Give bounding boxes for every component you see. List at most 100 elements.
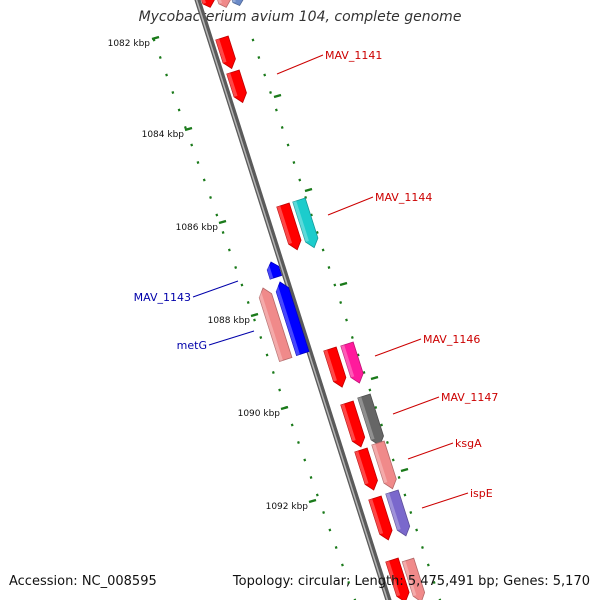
right-tick-track-tick: [362, 371, 366, 374]
gene-red-bottom: [385, 557, 410, 600]
right-tick-track-tick: [251, 38, 255, 42]
gene-red-a-body: [215, 35, 236, 70]
right-tick-track-tick: [298, 178, 302, 182]
gene-MAV_1147-body: [357, 393, 384, 447]
leader-MAV_1146: [374, 338, 422, 357]
left-tick-track-tick: [240, 283, 244, 287]
gene-red-b-highlight: [276, 205, 293, 245]
leader-MAV_1141: [276, 54, 324, 75]
right-tick-track-tick: [310, 213, 313, 217]
left-tick-track-tick: [234, 266, 238, 269]
gene-ksgA: [371, 440, 397, 490]
topology-summary: Topology: circular; Length: 5,475,491 bp…: [232, 574, 590, 589]
gene-label-ksgA[interactable]: ksgA: [455, 437, 482, 450]
gene-red-top-body: [201, 0, 215, 8]
gene-label-metG[interactable]: metG: [177, 339, 207, 352]
gene-MAV_1143-body: [266, 261, 283, 280]
left-tick-track-tick: [328, 528, 332, 532]
right-tick-track-tick: [374, 406, 378, 409]
major-tick: [184, 126, 193, 132]
right-tick-track-tick: [409, 511, 413, 514]
gene-MAV_1141: [226, 69, 247, 104]
gene-red-b: [276, 202, 302, 251]
gene-MAV_1143: [265, 261, 283, 280]
gene-label-MAV_1146[interactable]: MAV_1146: [423, 333, 480, 346]
gene-MAV_1144-highlight: [292, 200, 309, 242]
gene-MAV_1147: [357, 393, 384, 447]
gene-red-a: [215, 35, 236, 70]
left-tick-track-tick: [190, 143, 194, 147]
left-tick-track-tick: [183, 126, 187, 129]
gene-track: [201, 0, 426, 600]
gene-metG: [273, 281, 310, 356]
gene-red-top: [201, 0, 215, 8]
gene-ksgA-highlight: [371, 443, 388, 484]
major-tick: [370, 375, 379, 381]
leader-ispE: [421, 492, 469, 509]
left-tick-track-tick: [278, 388, 282, 392]
left-tick-track-tick: [334, 546, 338, 549]
kbp-label-1088: 1088 kbp: [208, 316, 251, 326]
major-tick: [218, 219, 227, 225]
major-tick: [250, 312, 259, 318]
gene-pink-rev: [256, 287, 293, 362]
kbp-label-1086: 1086 kbp: [176, 223, 219, 233]
right-tick-track-tick: [339, 301, 343, 304]
gene-ksgA-body: [371, 440, 397, 490]
major-tick: [400, 467, 409, 473]
gene-ispE: [385, 489, 411, 537]
gene-pink-top-body: [217, 0, 231, 8]
left-tick-track-tick: [202, 178, 206, 182]
gene-red-f: [368, 495, 393, 541]
right-tick-track-tick: [391, 458, 395, 462]
gene-red-bottom-body: [385, 557, 410, 600]
gene-red-c-highlight: [323, 349, 337, 382]
right-tick-track-tick: [380, 423, 383, 427]
left-tick-track-tick: [297, 441, 300, 444]
major-tick: [308, 498, 317, 504]
gene-label-MAV_1147[interactable]: MAV_1147: [441, 391, 498, 404]
right-tick-track-tick: [403, 493, 407, 497]
major-tick: [339, 281, 348, 287]
left-tick-track-tick: [246, 301, 250, 304]
gene-label-MAV_1143[interactable]: MAV_1143: [134, 291, 191, 304]
gene-MAV_1141-highlight: [226, 72, 238, 97]
right-tick-track-tick: [415, 528, 419, 532]
right-tick-track-tick: [263, 73, 267, 77]
tick-track: [151, 35, 442, 600]
major-tick: [273, 93, 282, 99]
gene-red-bottom-highlight: [385, 560, 401, 597]
gene-label-ispE[interactable]: ispE: [470, 487, 493, 500]
left-tick-track-tick: [177, 108, 181, 112]
left-tick-track-tick: [353, 598, 357, 600]
gene-label-MAV_1144[interactable]: MAV_1144: [375, 191, 432, 204]
right-tick-track-tick: [327, 266, 331, 269]
gene-red-d-body: [340, 400, 366, 448]
gene-label-MAV_1141[interactable]: MAV_1141: [325, 49, 382, 62]
right-tick-track-tick: [350, 336, 354, 339]
gene-red-e-highlight: [354, 450, 369, 485]
accession-label: Accession: NC_008595: [9, 574, 157, 589]
gene-red-a-highlight: [215, 38, 227, 63]
gene-red-top-highlight: [201, 0, 206, 4]
major-tick: [304, 187, 313, 193]
gene-pink-rev-body: [258, 287, 293, 362]
gene-pink-top: [217, 0, 231, 8]
label-leader-lines: [192, 54, 469, 509]
left-tick-track-tick: [171, 91, 175, 94]
left-tick-track-tick: [227, 248, 231, 252]
left-tick-track-tick: [209, 196, 212, 199]
gene-pink-bottom-highlight: [402, 560, 417, 597]
gene-red-f-body: [368, 495, 393, 541]
left-tick-track-tick: [309, 476, 313, 479]
gene-MAV_1147-highlight: [357, 396, 375, 440]
right-tick-track-tick: [368, 388, 372, 392]
gene-metG-body: [275, 281, 310, 356]
gene-red-e-body: [354, 447, 378, 491]
right-tick-track-tick: [421, 546, 424, 549]
left-tick-track-tick: [290, 423, 294, 427]
left-tick-track-tick: [303, 458, 307, 462]
kbp-label-1092: 1092 kbp: [266, 502, 309, 512]
